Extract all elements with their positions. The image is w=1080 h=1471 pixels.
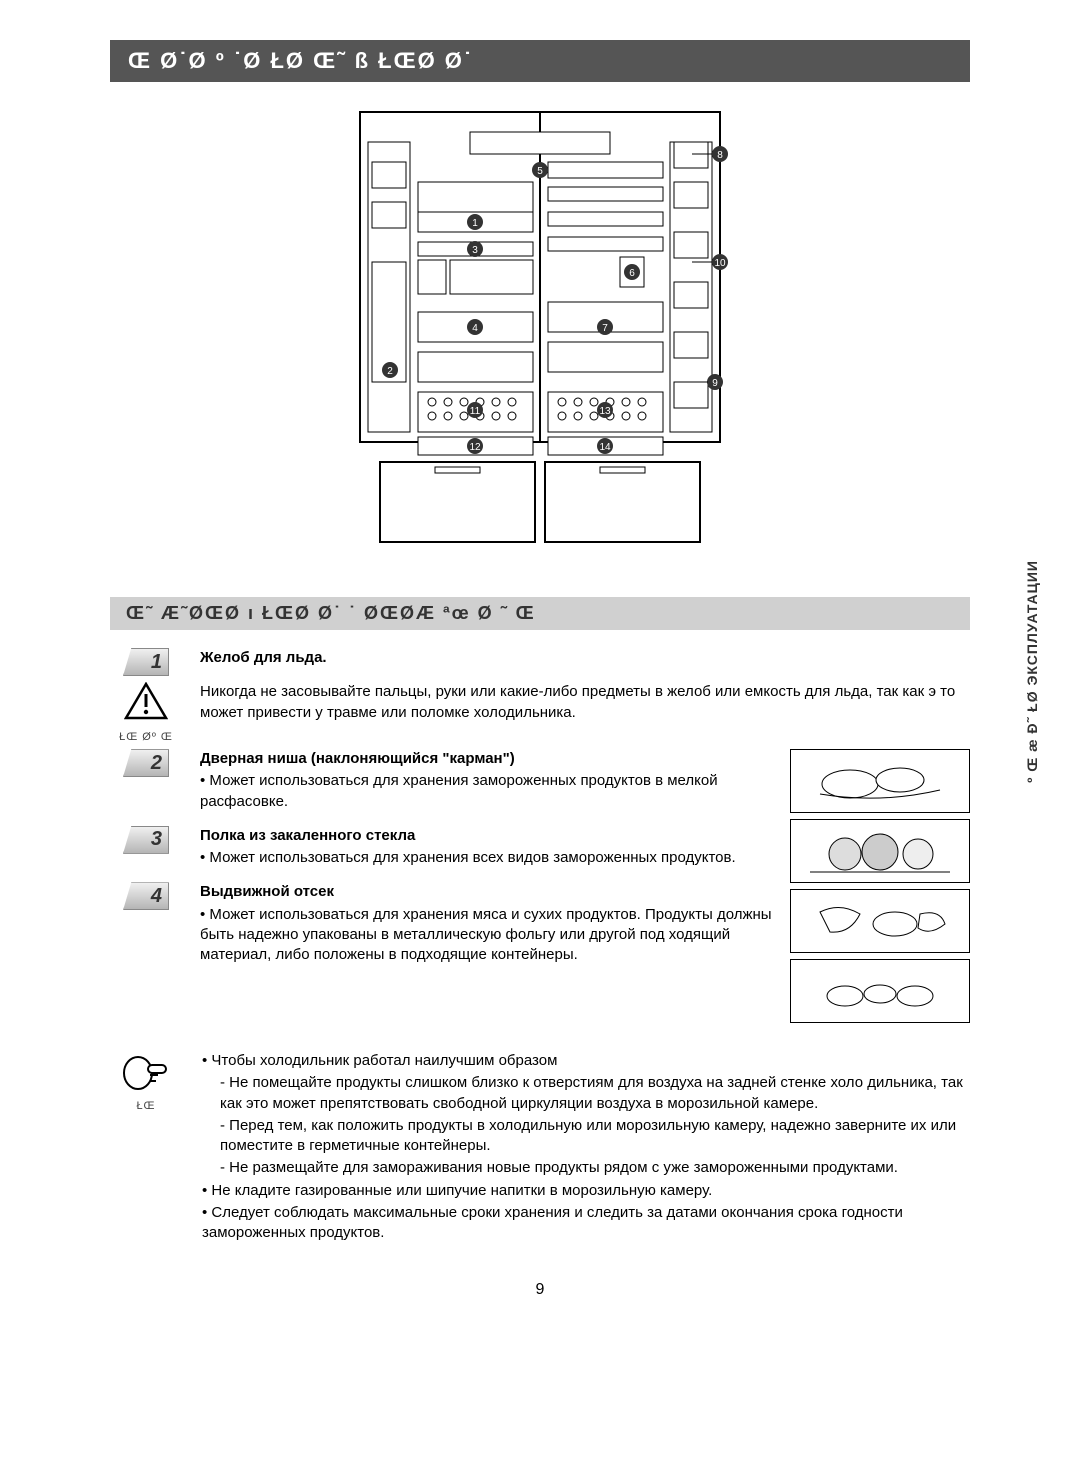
fridge-svg: 1 2 3 4 5 6 7 8 9 10 11 12 13 14 <box>320 102 760 562</box>
item-text: Может использоваться для хранения мяса и… <box>200 905 772 966</box>
svg-text:14: 14 <box>599 442 611 453</box>
tip-line: Не размещайте для замораживания новые пр… <box>202 1158 970 1178</box>
svg-text:1: 1 <box>472 218 478 229</box>
item-title: Полка из закаленного стекла <box>200 826 772 846</box>
svg-text:3: 3 <box>472 245 478 256</box>
item-text: Никогда не засовывайте пальцы, руки или … <box>200 682 970 723</box>
item-number-tab: 4 <box>123 882 169 910</box>
svg-text:4: 4 <box>472 323 478 334</box>
item-left: 2 <box>110 749 182 820</box>
item-title: Дверная ниша (наклоняющийся "карман") <box>200 749 772 769</box>
item-row: 1 ŁŒ Øº Œ Желоб для льда. Никогда не зас… <box>110 648 970 743</box>
refrigerator-diagram: 1 2 3 4 5 6 7 8 9 10 11 12 13 14 <box>110 102 970 567</box>
tip-line: Не кладите газированные или шипучие напи… <box>202 1181 970 1201</box>
item-text: Может использоваться для хранения заморо… <box>200 771 772 812</box>
svg-text:12: 12 <box>469 442 481 453</box>
tips-icon-col: ŁŒ <box>110 1051 182 1245</box>
tips-label: ŁŒ <box>136 1100 155 1112</box>
page-number: 9 <box>110 1281 970 1299</box>
svg-text:9: 9 <box>712 378 718 389</box>
item-row: 4 Выдвижной отсек Может использоваться д… <box>110 882 772 973</box>
item-title: Желоб для льда. <box>200 648 970 668</box>
item-body: Желоб для льда. Никогда не засовывайте п… <box>200 648 970 743</box>
item-row: 2 Дверная ниша (наклоняющийся "карман") … <box>110 749 772 820</box>
thumbnail <box>790 959 970 1023</box>
item-left: 4 <box>110 882 182 973</box>
svg-text:13: 13 <box>599 406 611 417</box>
item-left: 3 <box>110 826 182 877</box>
item-title: Выдвижной отсек <box>200 882 772 902</box>
tip-line: Чтобы холодильник работал наилучшим обра… <box>202 1051 970 1071</box>
svg-text:6: 6 <box>629 268 635 279</box>
svg-text:2: 2 <box>387 366 393 377</box>
svg-text:5: 5 <box>537 166 543 177</box>
thumbnail <box>790 889 970 953</box>
item-body: Дверная ниша (наклоняющийся "карман") Мо… <box>200 749 772 820</box>
warning-icon <box>124 682 168 725</box>
item-row: 3 Полка из закаленного стекла Может испо… <box>110 826 772 877</box>
svg-text:8: 8 <box>717 150 723 161</box>
warning-label: ŁŒ Øº Œ <box>119 731 173 743</box>
item-text: Может использоваться для хранения всех в… <box>200 848 772 868</box>
side-tab-label: º Œ æ Ð˜ ŁØ ЭКСПЛУАТАЦИИ <box>1024 560 1040 783</box>
item-body: Выдвижной отсек Может использоваться для… <box>200 882 772 973</box>
manual-page: Œ Ø˙Ø º ˙Ø ŁØ Œ˜ ß ŁŒØ Ø˙ <box>0 0 1080 1359</box>
hand-point-icon <box>120 1051 172 1100</box>
item-number-tab: 2 <box>123 749 169 777</box>
thumbnail-column <box>790 749 970 1023</box>
tips-body: Чтобы холодильник работал наилучшим обра… <box>202 1051 970 1245</box>
thumbnail <box>790 749 970 813</box>
item-number-tab: 1 <box>123 648 169 676</box>
item-body: Полка из закаленного стекла Может исполь… <box>200 826 772 877</box>
svg-text:11: 11 <box>470 406 481 417</box>
subsection-header: Œ˜ Æ˜ØŒØ ı ŁŒØ Ø˙ ˙ ØŒØÆ ªœ Ø ˜ Œ <box>110 597 970 630</box>
svg-text:7: 7 <box>602 323 608 334</box>
tip-line: Не помещайте продукты слишком близко к о… <box>202 1073 970 1114</box>
svg-text:10: 10 <box>714 258 726 269</box>
item-number-tab: 3 <box>123 826 169 854</box>
thumbnail <box>790 819 970 883</box>
tip-line: Следует соблюдать максимальные сроки хра… <box>202 1203 970 1244</box>
tips-block: ŁŒ Чтобы холодильник работал наилучшим о… <box>110 1051 970 1245</box>
items-with-thumbs: 2 Дверная ниша (наклоняющийся "карман") … <box>110 749 970 1023</box>
tip-line: Перед тем, как положить продукты в холод… <box>202 1116 970 1157</box>
section-header: Œ Ø˙Ø º ˙Ø ŁØ Œ˜ ß ŁŒØ Ø˙ <box>110 40 970 82</box>
item-left: 1 ŁŒ Øº Œ <box>110 648 182 743</box>
